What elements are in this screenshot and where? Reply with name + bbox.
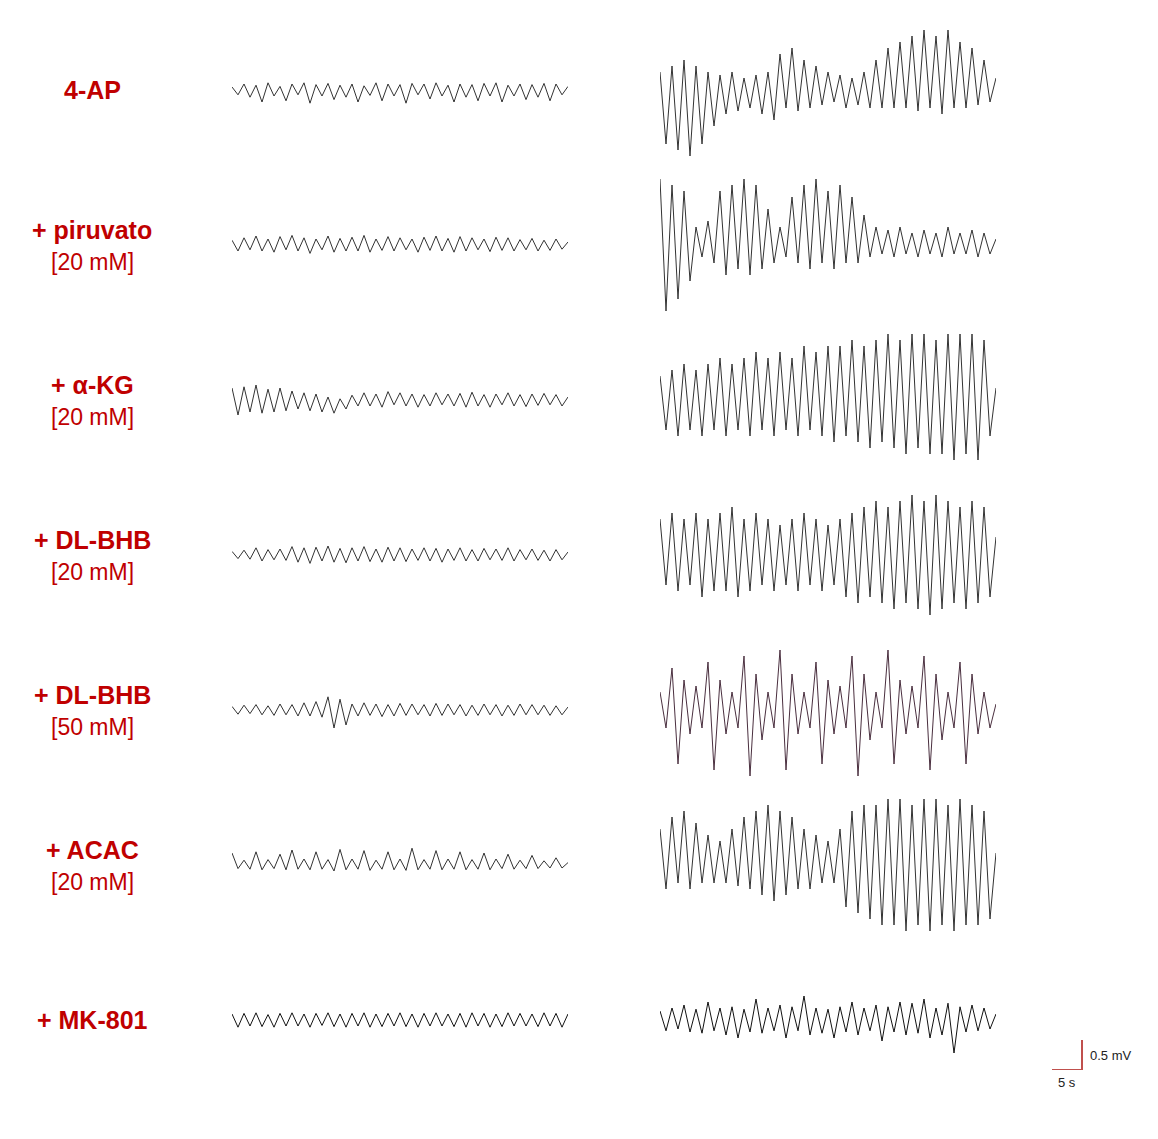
svg-text:+ DL-BHB: + DL-BHB [34,526,151,554]
svg-text:[20 mM]: [20 mM] [51,559,134,585]
svg-text:[20 mM]: [20 mM] [51,869,134,895]
svg-text:0.5 mV: 0.5 mV [1090,1048,1132,1063]
svg-text:5 s: 5 s [1058,1075,1076,1090]
svg-text:4-AP: 4-AP [64,76,121,104]
svg-text:[50 mM]: [50 mM] [51,714,134,740]
svg-text:[20 mM]: [20 mM] [51,249,134,275]
svg-text:[20 mM]: [20 mM] [51,404,134,430]
svg-text:+ MK-801: + MK-801 [37,1006,148,1034]
svg-text:+ ACAC: + ACAC [46,836,139,864]
svg-text:+ piruvato: + piruvato [32,216,152,244]
svg-text:+ α-KG: + α-KG [51,371,134,399]
svg-text:+ DL-BHB: + DL-BHB [34,681,151,709]
